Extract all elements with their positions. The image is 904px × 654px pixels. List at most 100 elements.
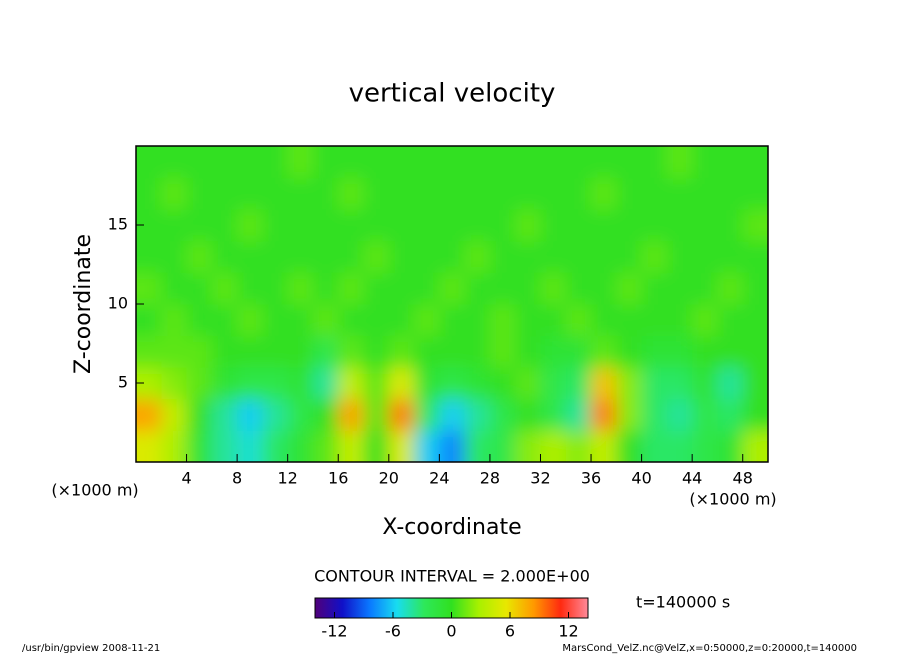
- field-cell: [489, 430, 516, 462]
- field-cell: [591, 177, 617, 210]
- field-cell: [262, 367, 289, 400]
- field-cell: [742, 304, 768, 337]
- colorbar-tick-label: 0: [446, 622, 456, 641]
- field-cell: [717, 177, 744, 210]
- field-cell: [515, 304, 541, 337]
- chart-title: vertical velocity: [349, 79, 556, 109]
- field-cell: [161, 177, 188, 210]
- field-cell: [616, 430, 643, 462]
- field-cell: [439, 272, 466, 305]
- field-cell: [287, 177, 314, 210]
- field-cell: [565, 430, 592, 462]
- x-tick-label: 32: [530, 469, 550, 488]
- contour-interval: CONTOUR INTERVAL = 2.000E+00: [314, 567, 590, 586]
- field-cell: [237, 209, 263, 242]
- field-cell: [211, 367, 238, 400]
- field-cell: [161, 272, 188, 305]
- field-cell: [439, 177, 466, 210]
- field-cell: [464, 304, 491, 337]
- field-cell: [186, 398, 213, 431]
- field-cell: [136, 177, 162, 210]
- field-cell: [515, 398, 541, 431]
- field-cell: [161, 146, 188, 179]
- field-cell: [136, 240, 162, 273]
- field-cell: [136, 272, 162, 305]
- field-cell: [237, 240, 263, 273]
- field-cell: [237, 272, 263, 305]
- field-cell: [338, 272, 365, 305]
- field-cell: [717, 335, 744, 368]
- field-cell: [237, 146, 263, 179]
- x-tick-label: 4: [181, 469, 191, 488]
- field-cell: [388, 209, 415, 242]
- field-cell: [616, 335, 643, 368]
- field-cell: [692, 304, 718, 337]
- field-cells: [136, 146, 768, 462]
- field-cell: [540, 272, 567, 305]
- field-cell: [161, 430, 188, 462]
- field-cell: [540, 146, 567, 179]
- x-tick-label: 16: [328, 469, 348, 488]
- field-cell: [692, 209, 718, 242]
- field-cell: [237, 304, 263, 337]
- field-cell: [338, 304, 365, 337]
- field-cell: [666, 335, 693, 368]
- field-cell: [363, 240, 390, 273]
- field-cell: [489, 146, 516, 179]
- colorbar-tick-label: 6: [505, 622, 515, 641]
- field-cell: [616, 240, 643, 273]
- field: [136, 146, 768, 462]
- field-cell: [489, 367, 516, 400]
- field-cell: [211, 240, 238, 273]
- field-cell: [287, 335, 314, 368]
- field-cell: [237, 430, 263, 462]
- field-cell: [717, 146, 744, 179]
- field-cell: [641, 209, 668, 242]
- field-cell: [515, 209, 541, 242]
- x-tick-label: 20: [379, 469, 399, 488]
- field-cell: [287, 209, 314, 242]
- field-cell: [312, 146, 339, 179]
- field-cell: [338, 335, 365, 368]
- field-cell: [540, 398, 567, 431]
- field-cell: [388, 398, 415, 431]
- field-cell: [136, 335, 162, 368]
- field-cell: [742, 146, 768, 179]
- field-cell: [641, 304, 668, 337]
- x-tick-label: 36: [581, 469, 601, 488]
- x-tick-label: 44: [682, 469, 702, 488]
- field-cell: [439, 367, 466, 400]
- footer-left: /usr/bin/gpview 2008-11-21: [22, 643, 160, 654]
- field-cell: [136, 146, 162, 179]
- field-cell: [742, 177, 768, 210]
- field-cell: [186, 304, 213, 337]
- field-cell: [591, 304, 617, 337]
- field-cell: [464, 146, 491, 179]
- field-cell: [262, 430, 289, 462]
- field-cell: [540, 177, 567, 210]
- field-cell: [338, 430, 365, 462]
- x-tick-label: 40: [631, 469, 651, 488]
- field-cell: [464, 367, 491, 400]
- field-cell: [515, 430, 541, 462]
- field-cell: [338, 209, 365, 242]
- field-cell: [186, 177, 213, 210]
- field-cell: [591, 398, 617, 431]
- field-cell: [717, 367, 744, 400]
- field-cell: [136, 398, 162, 431]
- field-cell: [414, 335, 440, 368]
- colorbar-tick-label: -12: [321, 622, 347, 641]
- field-cell: [363, 367, 390, 400]
- field-cell: [262, 209, 289, 242]
- y-tick-label: 5: [118, 373, 128, 392]
- field-cell: [742, 398, 768, 431]
- field-cell: [262, 304, 289, 337]
- field-cell: [237, 335, 263, 368]
- field-cell: [237, 398, 263, 431]
- field-cell: [338, 398, 365, 431]
- x-unit: (×1000 m): [689, 490, 776, 509]
- field-cell: [439, 398, 466, 431]
- field-cell: [540, 367, 567, 400]
- field-cell: [666, 304, 693, 337]
